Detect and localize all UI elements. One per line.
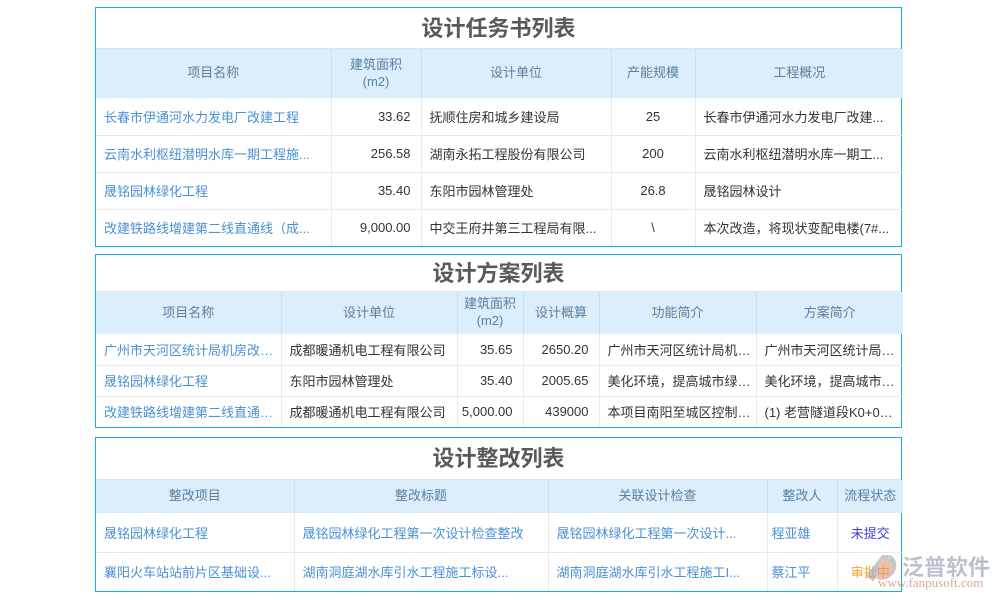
svg-text:www.fanpusoft.com: www.fanpusoft.com bbox=[878, 575, 983, 590]
